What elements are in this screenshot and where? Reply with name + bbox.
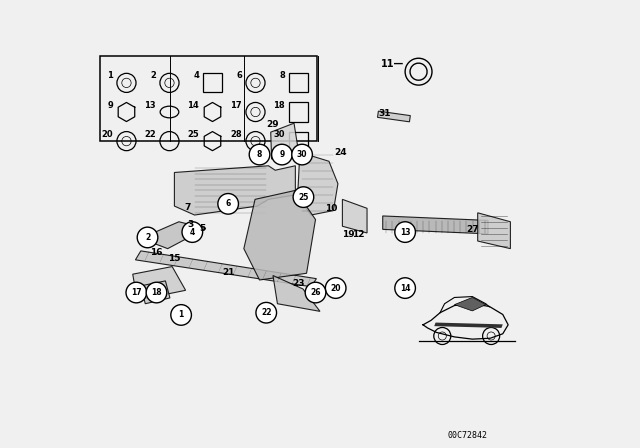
Text: 9: 9 (108, 100, 113, 109)
Circle shape (218, 194, 239, 214)
Text: 9: 9 (279, 150, 285, 159)
Text: 20: 20 (330, 284, 341, 293)
Polygon shape (435, 323, 503, 328)
Text: 22: 22 (144, 129, 156, 138)
Text: 19: 19 (342, 230, 355, 239)
Polygon shape (141, 222, 206, 249)
Text: 30: 30 (297, 150, 307, 159)
Text: 18: 18 (273, 100, 285, 109)
Text: 23: 23 (292, 279, 305, 288)
Text: 29: 29 (267, 120, 279, 129)
Text: 26: 26 (310, 288, 321, 297)
Polygon shape (141, 281, 170, 304)
Polygon shape (271, 123, 298, 159)
Text: 20: 20 (101, 129, 113, 138)
Polygon shape (174, 166, 296, 215)
Text: 11—: 11— (381, 59, 404, 69)
Text: 28: 28 (230, 129, 242, 138)
Circle shape (395, 222, 415, 242)
Text: 14: 14 (188, 100, 199, 109)
Text: 10: 10 (325, 204, 337, 213)
Text: 24: 24 (334, 148, 346, 157)
Polygon shape (454, 297, 486, 311)
Polygon shape (132, 267, 186, 300)
Circle shape (182, 222, 203, 242)
Text: 25: 25 (298, 193, 308, 202)
Text: 3: 3 (187, 220, 193, 228)
Text: 27: 27 (466, 225, 479, 234)
Text: 2: 2 (150, 71, 156, 80)
Text: 21: 21 (222, 268, 234, 277)
Text: 16: 16 (150, 248, 163, 257)
Text: 14: 14 (400, 284, 410, 293)
Text: 15: 15 (168, 254, 180, 263)
Polygon shape (136, 251, 316, 287)
Circle shape (395, 278, 415, 298)
Polygon shape (342, 199, 367, 233)
Text: 17: 17 (131, 288, 141, 297)
Text: 1: 1 (107, 71, 113, 80)
Circle shape (126, 282, 147, 303)
Polygon shape (378, 111, 410, 122)
Circle shape (292, 144, 312, 165)
Text: 12: 12 (352, 230, 364, 239)
Text: 00C72842: 00C72842 (448, 431, 488, 440)
Text: 8: 8 (257, 150, 262, 159)
Circle shape (249, 144, 270, 165)
Text: 1: 1 (179, 310, 184, 319)
Polygon shape (244, 190, 316, 280)
Polygon shape (383, 216, 488, 234)
Text: 13: 13 (145, 100, 156, 109)
Text: 7: 7 (185, 203, 191, 212)
Text: 25: 25 (188, 129, 199, 138)
Text: 4: 4 (189, 228, 195, 237)
Circle shape (137, 227, 158, 248)
Text: 30: 30 (273, 129, 285, 138)
Circle shape (325, 278, 346, 298)
Text: 6: 6 (236, 71, 242, 80)
Text: 8: 8 (279, 71, 285, 80)
Text: 17: 17 (230, 100, 242, 109)
Circle shape (256, 302, 276, 323)
Circle shape (305, 282, 326, 303)
Text: 18: 18 (151, 288, 162, 297)
Text: 2: 2 (145, 233, 150, 242)
Circle shape (271, 144, 292, 165)
Polygon shape (477, 213, 511, 249)
Text: 4: 4 (193, 71, 199, 80)
Polygon shape (273, 276, 320, 311)
Circle shape (171, 305, 191, 325)
Text: 13: 13 (400, 228, 410, 237)
Polygon shape (298, 152, 338, 215)
Circle shape (146, 282, 167, 303)
Text: 31: 31 (379, 109, 391, 118)
Text: 5: 5 (200, 224, 205, 233)
Text: 6: 6 (225, 199, 231, 208)
Circle shape (293, 187, 314, 207)
Text: 22: 22 (261, 308, 271, 317)
